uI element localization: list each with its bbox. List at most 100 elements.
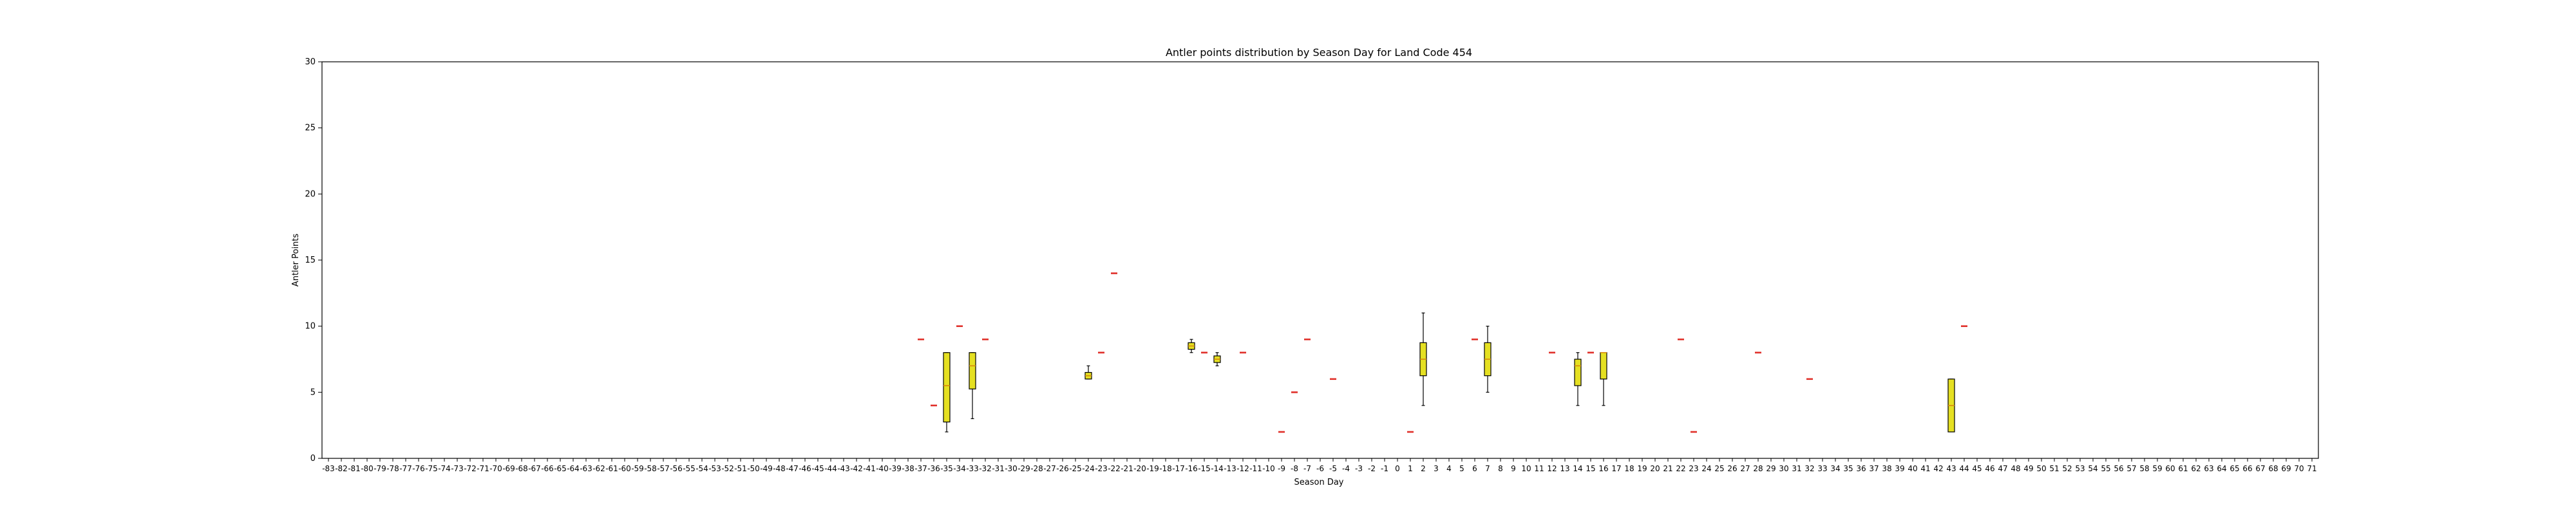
x-tick-label: -68: [515, 464, 528, 473]
x-tick-label: -17: [1172, 464, 1185, 473]
x-tick-label: 11: [1534, 464, 1544, 473]
x-tick-label: -25: [1069, 464, 1082, 473]
x-tick-label: 28: [1753, 464, 1763, 473]
x-tick-label: -83: [322, 464, 335, 473]
x-tick-label: -57: [657, 464, 670, 473]
x-tick-label: -78: [386, 464, 399, 473]
x-tick-label: 3: [1434, 464, 1439, 473]
x-tick-label: -44: [824, 464, 837, 473]
x-tick-label: -72: [464, 464, 477, 473]
x-tick-label: 60: [2165, 464, 2175, 473]
x-tick-label: 29: [1766, 464, 1776, 473]
x-tick-label: 2: [1421, 464, 1426, 473]
x-tick-label: -7: [1303, 464, 1311, 473]
x-tick-label: -66: [541, 464, 554, 473]
x-tick-label: -77: [399, 464, 412, 473]
x-tick-label: 43: [1946, 464, 1956, 473]
x-tick-label: -9: [1278, 464, 1285, 473]
x-tick-label: 46: [1985, 464, 1994, 473]
x-tick-label: -34: [953, 464, 966, 473]
x-tick-label: -69: [502, 464, 515, 473]
box-iqr: [1600, 352, 1607, 380]
x-tick-label: -74: [438, 464, 451, 473]
x-tick-label: 6: [1472, 464, 1477, 473]
x-tick-label: 4: [1446, 464, 1452, 473]
box-iqr: [943, 352, 951, 423]
x-tick-label: 39: [1895, 464, 1904, 473]
x-tick-label: -3: [1355, 464, 1363, 473]
x-tick-label: 18: [1624, 464, 1634, 473]
x-tick-label: -2: [1368, 464, 1376, 473]
x-tick-label: -48: [773, 464, 786, 473]
x-tick-label: -71: [477, 464, 489, 473]
x-tick-label: 16: [1598, 464, 1608, 473]
x-tick-label: 50: [2036, 464, 2046, 473]
x-tick-label: -27: [1043, 464, 1056, 473]
x-tick-label: -35: [940, 464, 953, 473]
x-tick-label: -65: [554, 464, 567, 473]
x-tick-label: -10: [1262, 464, 1275, 473]
y-tick-label: 15: [305, 256, 316, 265]
y-tick-label: 10: [305, 322, 316, 332]
x-tick-label: 12: [1547, 464, 1557, 473]
x-tick-label: 27: [1740, 464, 1750, 473]
x-tick-label: -37: [914, 464, 927, 473]
x-tick-label: -59: [631, 464, 644, 473]
x-tick-label: 44: [1959, 464, 1969, 473]
x-tick-label: -53: [708, 464, 721, 473]
x-tick-label: -41: [863, 464, 876, 473]
x-tick-label: -62: [592, 464, 605, 473]
x-tick-label: -22: [1108, 464, 1121, 473]
x-tick-label: -38: [902, 464, 914, 473]
x-tick-label: -18: [1159, 464, 1172, 473]
x-tick-label: -33: [966, 464, 979, 473]
x-tick-label: 34: [1830, 464, 1840, 473]
x-tick-label: 17: [1611, 464, 1621, 473]
x-tick-label: 56: [2114, 464, 2123, 473]
box-iqr: [1574, 359, 1582, 386]
x-tick-label: 65: [2230, 464, 2239, 473]
x-tick-label: -64: [567, 464, 580, 473]
x-tick-label: -76: [412, 464, 425, 473]
x-tick-label: -23: [1095, 464, 1108, 473]
x-tick-label: -39: [889, 464, 902, 473]
x-tick-label: -11: [1249, 464, 1262, 473]
x-tick-label: 5: [1459, 464, 1464, 473]
x-tick-label: -82: [335, 464, 348, 473]
x-tick-label: 26: [1727, 464, 1737, 473]
x-axis-label: Season Day: [1294, 478, 1344, 487]
x-tick-label: 62: [2191, 464, 2201, 473]
x-tick-label: -15: [1198, 464, 1211, 473]
x-tick-label: -75: [425, 464, 438, 473]
x-tick-label: -24: [1082, 464, 1095, 473]
x-tick-label: -20: [1133, 464, 1146, 473]
x-tick-label: -21: [1121, 464, 1133, 473]
x-tick-label: 22: [1676, 464, 1685, 473]
x-tick-label: -52: [721, 464, 734, 473]
x-tick-label: -12: [1236, 464, 1249, 473]
x-tick-label: 55: [2101, 464, 2110, 473]
x-tick-label: -49: [760, 464, 773, 473]
x-tick-label: 0: [1395, 464, 1400, 473]
x-tick-label: -5: [1329, 464, 1337, 473]
x-tick-label: 31: [1792, 464, 1801, 473]
x-tick-label: 37: [1869, 464, 1879, 473]
x-tick-label: 63: [2204, 464, 2213, 473]
x-tick-label: 8: [1498, 464, 1503, 473]
x-tick-label: -28: [1030, 464, 1043, 473]
x-tick-label: -29: [1018, 464, 1030, 473]
x-tick-label: -46: [799, 464, 811, 473]
x-tick-label: 58: [2139, 464, 2149, 473]
x-tick-label: -70: [489, 464, 502, 473]
x-tick-label: 42: [1933, 464, 1943, 473]
x-tick-label: 59: [2152, 464, 2162, 473]
x-tick-label: 40: [1908, 464, 1917, 473]
x-tick-label: -73: [451, 464, 464, 473]
x-tick-label: -45: [811, 464, 824, 473]
x-tick-label: 64: [2217, 464, 2226, 473]
y-axis-label: Antler Points: [291, 234, 301, 287]
x-tick-label: 47: [1998, 464, 2007, 473]
x-tick-label: -13: [1224, 464, 1236, 473]
